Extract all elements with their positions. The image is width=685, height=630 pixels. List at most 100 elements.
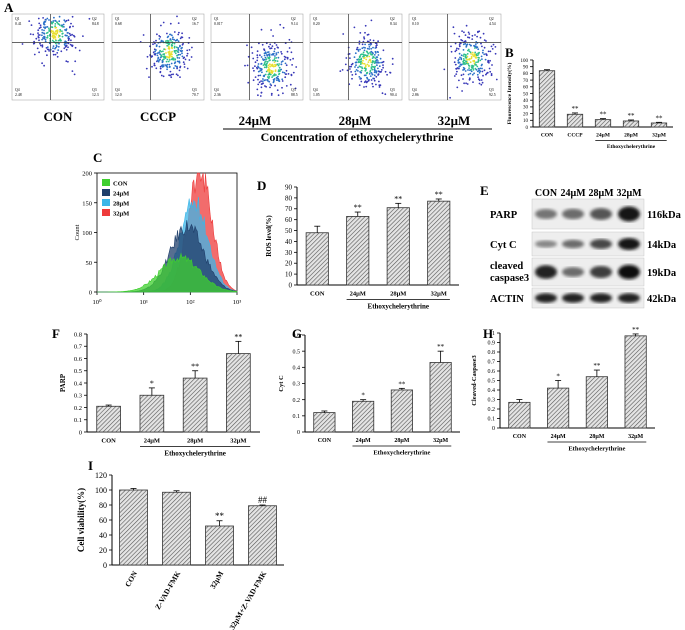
panel-label-g: G [292,326,302,341]
chart-d: 0 10 20 30 40 50 60 70 80 90 ROS level(%) CON ** 24μM… [265,183,459,311]
flow-event [285,69,288,72]
flow-event [265,60,267,63]
flow-event [88,17,91,20]
flow-event [468,50,471,53]
flow-event [155,39,157,42]
significance-label: ** [572,105,580,113]
flow-event [462,73,465,76]
flow-event [69,43,72,46]
flow-event [266,69,269,72]
significance-label: ** [191,362,199,371]
size-label: 19kDa [647,268,677,279]
flow-event [259,74,262,77]
flow-event [364,31,366,34]
flow-event [366,34,369,36]
flow-event [58,20,61,23]
flow-event [71,44,74,47]
flow-event [277,94,280,97]
flow-event [365,72,368,74]
flow-event [258,42,260,45]
flow-event [142,34,145,36]
flow-event [154,42,156,45]
flow-event [359,66,362,68]
category-label: CON [541,133,553,139]
flow-event [377,73,380,76]
legend-label: 28μM [113,201,129,208]
category-label: 24μM [350,291,366,298]
flow-event [267,66,270,69]
significance-label: ** [656,114,664,122]
category-label: 24μM [596,133,611,139]
y-tick-label: 50 [523,92,529,97]
flow-event [54,23,57,25]
flow-event [156,59,159,62]
flow-event [457,61,460,64]
flow-event [494,46,497,48]
flow-event [481,81,484,84]
flow-event [277,64,280,67]
flow-event [256,50,259,53]
flow-event [281,86,283,89]
y-tick-label: 40 [99,531,107,540]
bar [226,353,251,433]
flow-event [458,67,460,70]
flow-event [366,63,369,66]
flow-event [479,70,482,73]
flow-event [54,32,56,35]
flow-event [68,32,71,35]
blot-strip [531,287,645,309]
quadrant-label: Q1 [412,17,417,21]
flow-event [372,56,375,58]
flow-event [269,43,272,46]
flow-event [367,52,370,55]
flow-event [44,50,47,53]
flow-event [162,50,164,53]
y-tick-label: 0.4 [293,365,301,371]
flow-event [65,19,68,22]
y-tick-label: 0 [297,430,300,436]
flow-event [359,32,362,34]
lane-label: 32μM [616,188,642,199]
flow-event [262,64,265,66]
flow-event [64,29,66,31]
quadrant-label: Q4 [15,88,20,92]
flow-event [478,79,481,82]
flow-event [46,48,49,51]
flow-event [277,70,280,73]
flow-event [162,64,165,66]
flow-event [160,56,162,59]
conc-label-24: 24μM [239,113,272,128]
flow-event [38,34,41,36]
flow-event [355,48,358,51]
flow-event [48,19,50,21]
flow-event [178,31,180,34]
flow-event [481,63,483,66]
flow-event [41,29,43,31]
flow-event [284,76,287,79]
flow-event [263,79,266,82]
flow-event [65,60,68,63]
flow-event [465,45,468,47]
flow-event [186,67,189,70]
flow-event [364,64,367,67]
flow-event [458,58,460,61]
size-label: 14kDa [647,240,677,251]
flow-event [369,75,372,77]
flow-event [160,24,162,27]
flow-event [64,46,67,48]
flow-event [491,64,493,66]
flow-event [476,54,479,57]
flow-label-cccp: CCCP [140,109,176,124]
flow-event [168,59,171,61]
flow-event [54,38,57,41]
flow-event [284,62,287,65]
flow-event [463,67,466,70]
flow-event [268,80,271,83]
flow-event [364,24,367,27]
flow-event [345,57,348,59]
flow-event [56,52,59,54]
flow-event [280,51,282,53]
flow-event [474,43,477,45]
flow-event [354,52,357,55]
flow-event [389,71,391,74]
